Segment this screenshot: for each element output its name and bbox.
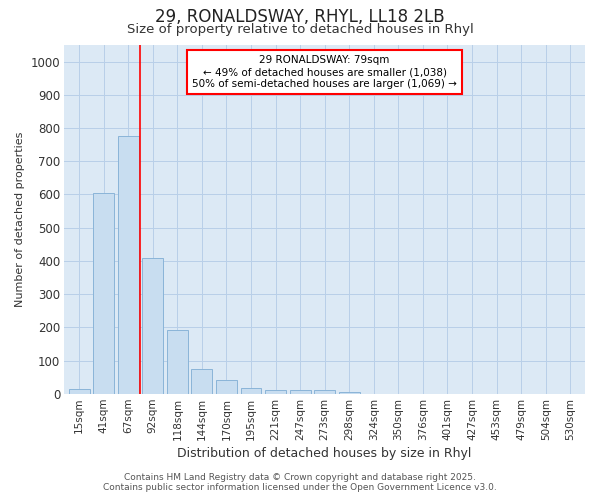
Text: Size of property relative to detached houses in Rhyl: Size of property relative to detached ho…: [127, 22, 473, 36]
Text: 29 RONALDSWAY: 79sqm
← 49% of detached houses are smaller (1,038)
50% of semi-de: 29 RONALDSWAY: 79sqm ← 49% of detached h…: [192, 56, 457, 88]
Bar: [142, 258, 163, 394]
Bar: [339, 392, 359, 394]
Bar: [216, 380, 237, 394]
Bar: [265, 390, 286, 394]
Bar: [167, 330, 188, 394]
Bar: [241, 388, 262, 394]
Bar: [191, 369, 212, 394]
Bar: [118, 136, 139, 394]
Bar: [314, 390, 335, 394]
Text: Contains HM Land Registry data © Crown copyright and database right 2025.
Contai: Contains HM Land Registry data © Crown c…: [103, 473, 497, 492]
Bar: [93, 193, 114, 394]
Bar: [290, 390, 311, 394]
Text: 29, RONALDSWAY, RHYL, LL18 2LB: 29, RONALDSWAY, RHYL, LL18 2LB: [155, 8, 445, 26]
Bar: [68, 389, 89, 394]
Y-axis label: Number of detached properties: Number of detached properties: [15, 132, 25, 307]
X-axis label: Distribution of detached houses by size in Rhyl: Distribution of detached houses by size …: [178, 447, 472, 460]
